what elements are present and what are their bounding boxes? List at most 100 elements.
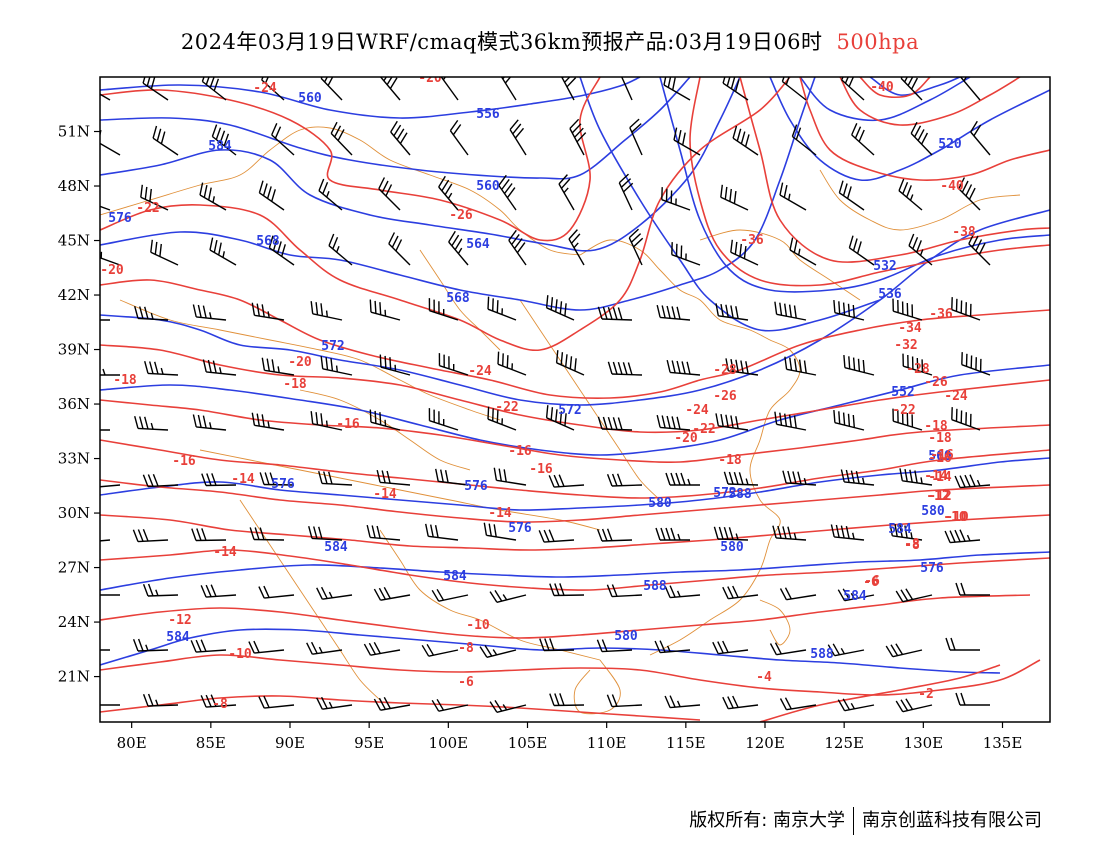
wind-barb bbox=[597, 416, 633, 431]
height-label: 580 bbox=[648, 496, 672, 511]
wind-barb bbox=[100, 251, 121, 266]
temp-label: -16 bbox=[172, 454, 196, 469]
wind-barb bbox=[142, 583, 179, 597]
lon-label: 125E bbox=[824, 734, 864, 752]
wind-barb bbox=[722, 585, 759, 600]
temperature-contour bbox=[100, 479, 1050, 523]
wind-barb bbox=[661, 187, 691, 211]
temp-label: -24 bbox=[253, 81, 277, 96]
wind-barb bbox=[100, 368, 120, 376]
wind-barb bbox=[202, 359, 237, 376]
wind-barb bbox=[664, 585, 701, 599]
wind-barb bbox=[425, 523, 459, 541]
wind-barb bbox=[837, 588, 875, 602]
wind-barb bbox=[373, 696, 411, 711]
lon-label: 100E bbox=[429, 734, 469, 752]
height-contour bbox=[579, 77, 881, 332]
height-label: 572 bbox=[558, 403, 581, 418]
wind-barb bbox=[606, 473, 643, 487]
height-contour bbox=[659, 77, 1050, 293]
wind-barb bbox=[730, 239, 759, 266]
lat-label: 30N bbox=[58, 504, 90, 522]
lon-label: 85E bbox=[196, 734, 226, 752]
wind-barb bbox=[606, 584, 643, 598]
wind-barb bbox=[209, 237, 237, 266]
lon-label: 80E bbox=[117, 734, 147, 752]
wind-barb bbox=[545, 295, 575, 321]
temp-label: -10 bbox=[943, 510, 967, 525]
height-contour bbox=[100, 77, 691, 180]
wind-barb bbox=[388, 232, 411, 266]
wind-barb bbox=[431, 588, 469, 602]
height-label: 560 bbox=[476, 179, 500, 194]
wind-barb bbox=[200, 694, 237, 708]
wind-barb bbox=[316, 586, 353, 600]
boundary-line bbox=[100, 126, 581, 256]
temp-label: -26 bbox=[713, 389, 737, 404]
wind-barb bbox=[654, 640, 691, 654]
boundary-line bbox=[119, 299, 501, 421]
temperature-contour bbox=[100, 344, 1050, 434]
wind-barb bbox=[150, 239, 179, 266]
temp-label: -4 bbox=[756, 670, 772, 685]
wind-barb bbox=[379, 354, 411, 376]
temp-label: -6 bbox=[863, 575, 879, 590]
height-label: 584 bbox=[843, 589, 867, 604]
wind-barb bbox=[781, 77, 807, 101]
temp-label: -6 bbox=[864, 574, 880, 589]
wind-barb bbox=[318, 178, 343, 211]
temp-label: -18 bbox=[113, 373, 137, 388]
height-label: 556 bbox=[476, 107, 500, 122]
temperature-contour bbox=[100, 654, 1041, 696]
wind-barb bbox=[960, 77, 981, 101]
height-label: 532 bbox=[873, 259, 896, 274]
wind-barb bbox=[192, 304, 227, 321]
wind-barb bbox=[961, 352, 991, 376]
temperature-contour bbox=[839, 77, 1021, 126]
wind-barb bbox=[848, 235, 875, 266]
temperature-contour bbox=[100, 279, 1050, 399]
temp-label: -14 bbox=[928, 470, 952, 485]
wind-barb bbox=[629, 118, 643, 156]
wind-barb bbox=[310, 301, 343, 321]
wind-barb bbox=[712, 640, 749, 655]
height-label: 560 bbox=[298, 91, 322, 106]
wind-barbs bbox=[100, 77, 991, 713]
wind-barb bbox=[791, 124, 817, 156]
temperature-contour bbox=[859, 77, 931, 99]
height-label: 536 bbox=[878, 287, 902, 302]
wind-barb bbox=[100, 704, 120, 706]
wind-barb bbox=[789, 237, 817, 266]
height-label: 584 bbox=[324, 540, 348, 555]
wind-barb bbox=[596, 639, 633, 653]
height-label: 588 bbox=[643, 579, 667, 594]
wind-barb bbox=[258, 695, 295, 709]
copyright-right: 南京创蓝科技有限公司 bbox=[862, 810, 1042, 831]
height-label: 572 bbox=[321, 339, 344, 354]
wind-barb bbox=[190, 639, 227, 653]
height-label: 588 bbox=[810, 647, 834, 662]
temperature-contour bbox=[689, 77, 1050, 287]
temp-label: -22 bbox=[892, 403, 915, 418]
temp-label: -18 bbox=[928, 431, 952, 446]
wind-barb bbox=[100, 484, 121, 488]
wind-barb bbox=[892, 298, 923, 321]
temperature-contour bbox=[100, 594, 1031, 639]
wind-barb bbox=[201, 473, 237, 487]
wind-barb bbox=[134, 306, 169, 321]
height-label: 580 bbox=[720, 540, 744, 555]
wind-barb bbox=[779, 587, 817, 601]
height-contour bbox=[100, 209, 1050, 406]
temp-label: -10 bbox=[945, 510, 969, 525]
wind-barb bbox=[330, 121, 353, 156]
wind-barb bbox=[596, 528, 633, 542]
wind-barb bbox=[841, 77, 865, 101]
wind-barb bbox=[268, 235, 295, 266]
height-contour bbox=[100, 551, 1050, 591]
wind-barb bbox=[666, 359, 701, 376]
wind-barb bbox=[538, 529, 575, 543]
wind-barb bbox=[851, 123, 875, 156]
height-label: 584 bbox=[208, 139, 232, 154]
temp-label: -12 bbox=[926, 489, 949, 504]
